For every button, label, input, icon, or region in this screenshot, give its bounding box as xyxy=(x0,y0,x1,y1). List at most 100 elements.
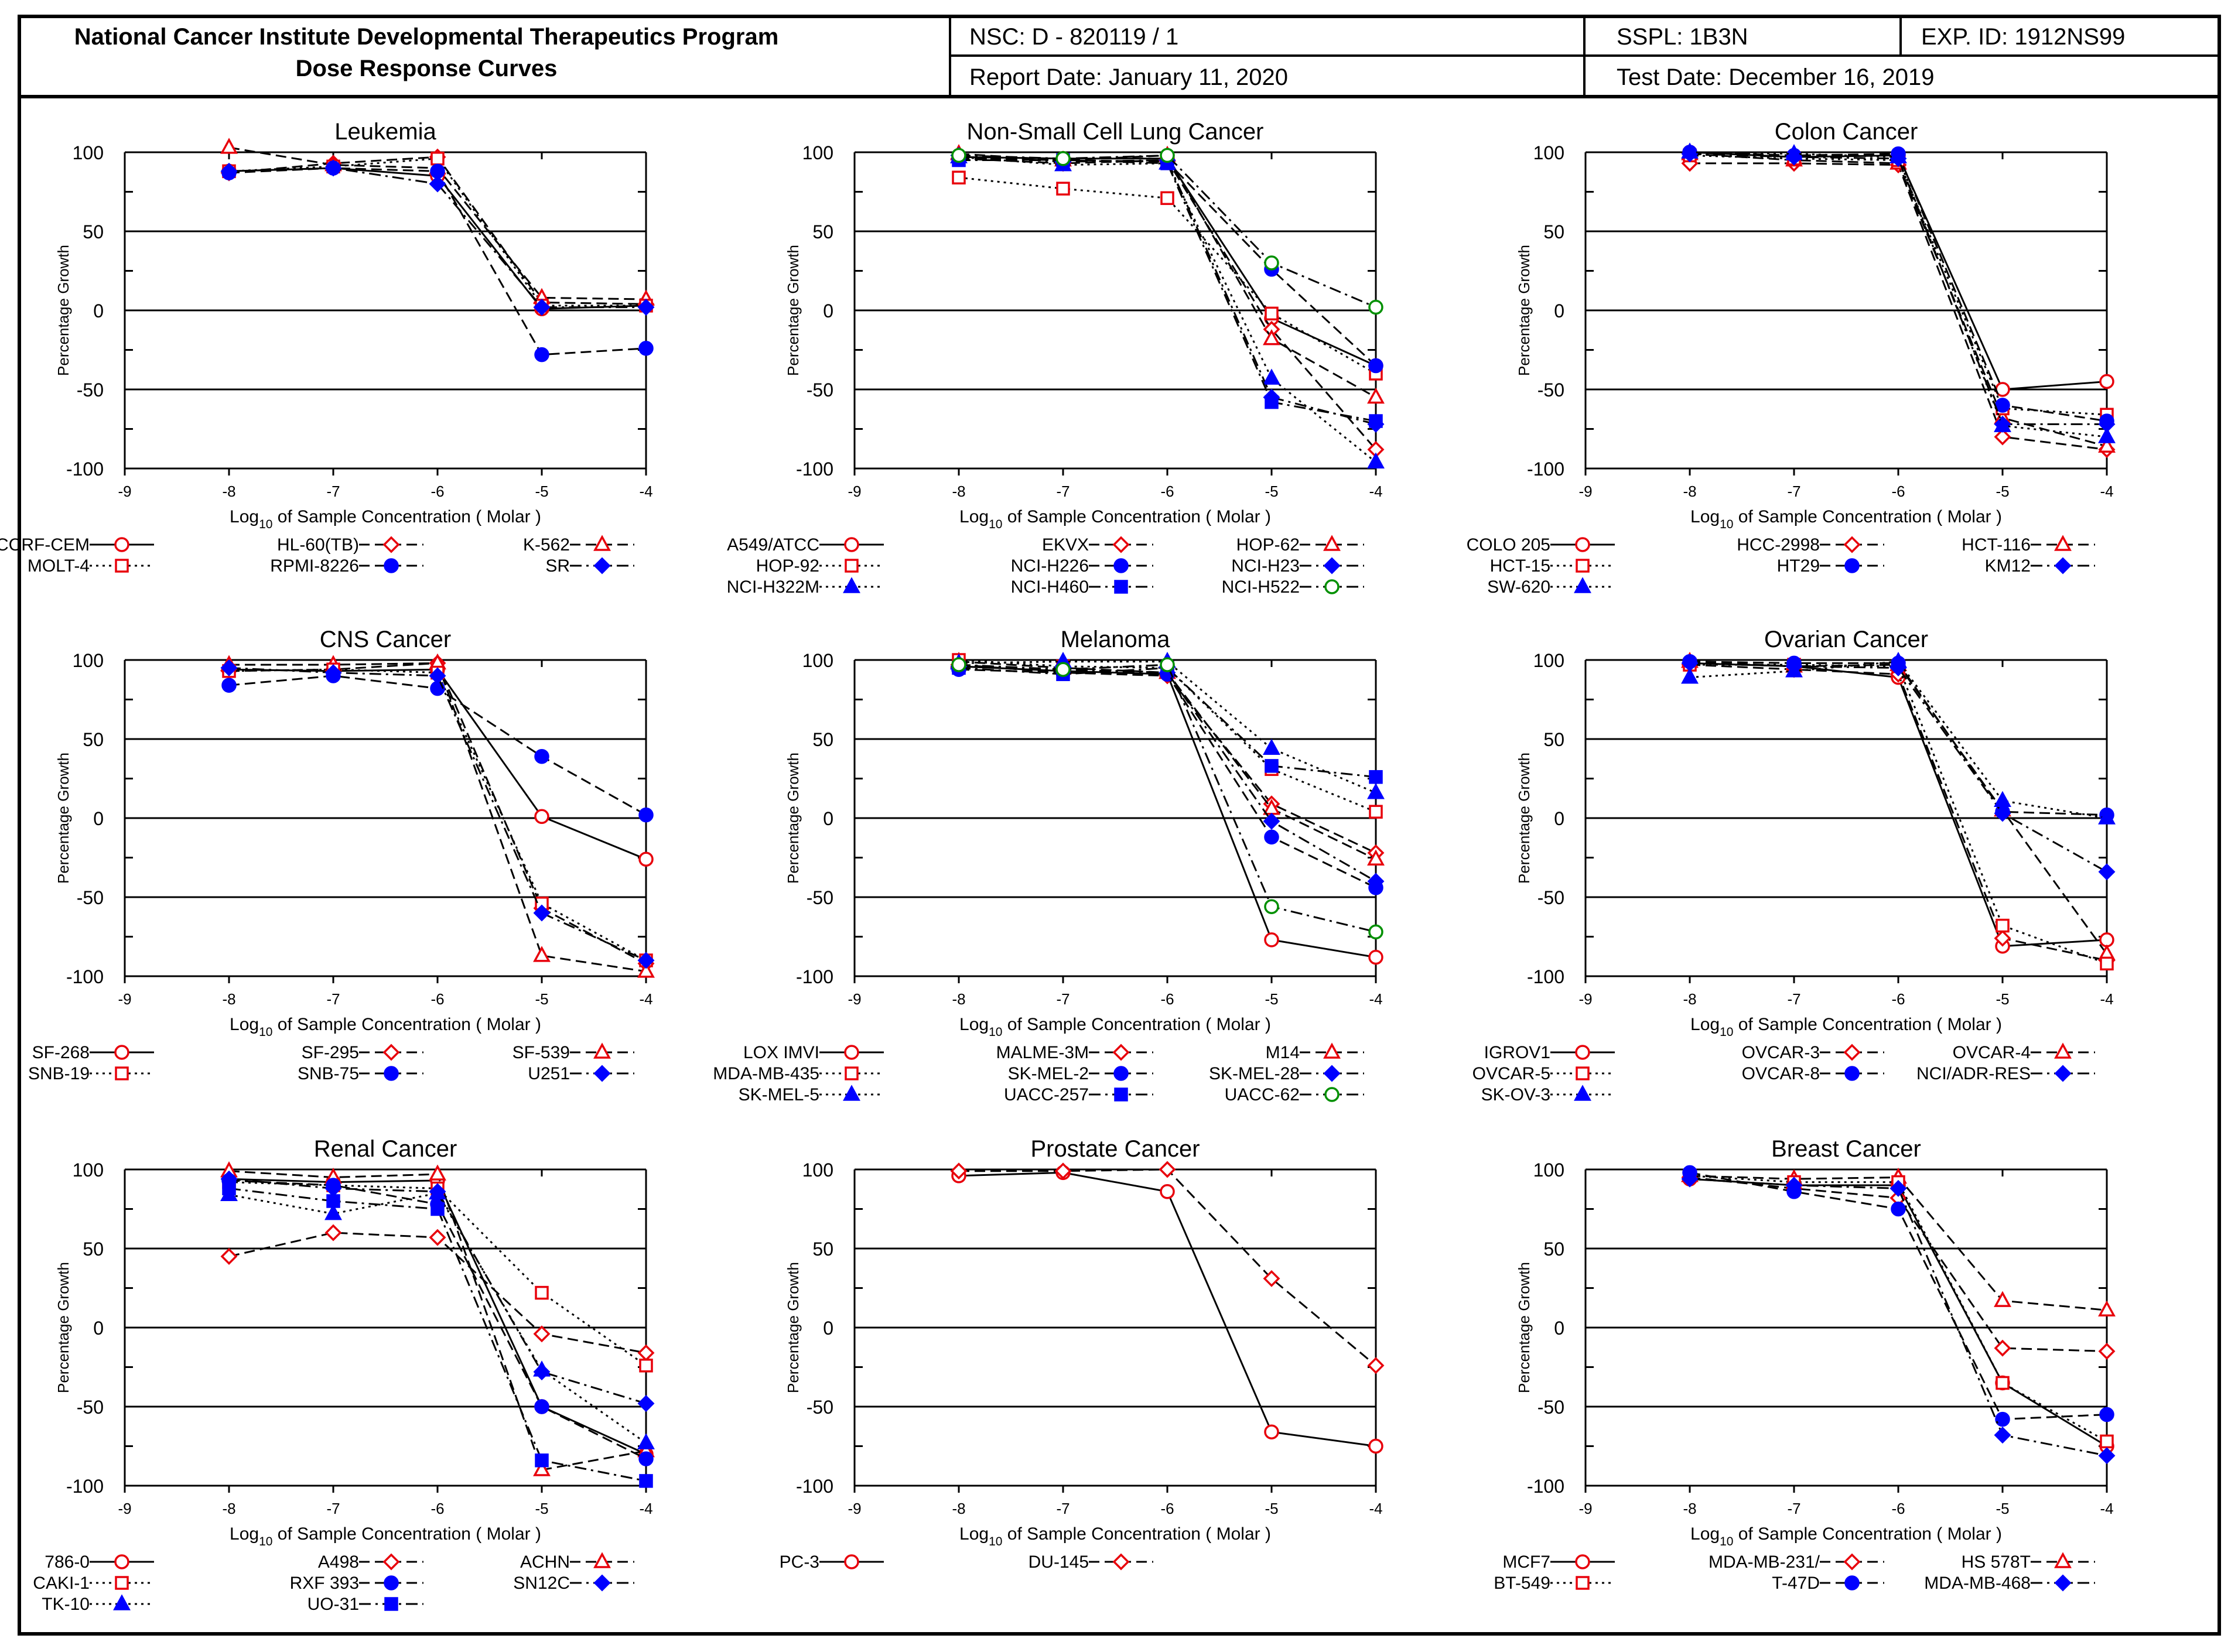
x-tick-label: -8 xyxy=(952,1500,965,1517)
legend-entry: DU-145 xyxy=(1029,1552,1153,1572)
data-point xyxy=(534,748,549,764)
data-point xyxy=(1265,306,1279,321)
series-sw-620 xyxy=(1681,142,2116,443)
series-line xyxy=(1690,162,2107,451)
data-point xyxy=(324,664,342,682)
legend-entry: HT29 xyxy=(1777,556,1884,576)
panel-title: Breast Cancer xyxy=(1771,1136,1921,1162)
legend-marker xyxy=(1575,537,1590,552)
x-tick-label: -9 xyxy=(118,1500,131,1517)
x-tick-label: -6 xyxy=(1891,483,1905,500)
data-point xyxy=(1367,1357,1385,1374)
legend-label: KM12 xyxy=(1985,556,2031,576)
legend-label: IGROV1 xyxy=(1484,1043,1550,1062)
legend-marker xyxy=(1114,1087,1128,1102)
data-point xyxy=(639,1474,653,1488)
legend-entry: SK-MEL-2 xyxy=(1008,1064,1153,1083)
panel-breast-cancer: Breast Cancer 100 50 0 -50 -100 -9 -8 -7 -6 -5 -4 Lo… xyxy=(1494,1136,2116,1593)
y-tick-label: 0 xyxy=(1554,300,1564,321)
legend-label: CAKI-1 xyxy=(33,1574,90,1593)
data-point xyxy=(222,1181,236,1196)
legend-label: OVCAR-5 xyxy=(1472,1064,1550,1083)
legend-marker xyxy=(1844,1066,1860,1081)
legend-entry: TK-10 xyxy=(42,1594,154,1614)
data-point xyxy=(2098,808,2116,825)
data-point xyxy=(533,1460,551,1476)
data-point xyxy=(1263,368,1280,385)
legend-marker xyxy=(1843,1044,1861,1061)
x-tick-label: -4 xyxy=(2100,483,2113,500)
legend-label: T-47D xyxy=(1772,1574,1820,1593)
data-point xyxy=(951,657,966,672)
series-line xyxy=(958,156,1376,367)
legend-marker xyxy=(2054,557,2072,574)
legend-entry: UO-31 xyxy=(307,1595,423,1614)
legend-entry: SW-620 xyxy=(1487,577,1615,597)
y-tick-label: 50 xyxy=(812,1239,833,1260)
data-point xyxy=(1890,1179,1907,1197)
legend-entry: OVCAR-8 xyxy=(1742,1064,1884,1083)
data-point xyxy=(951,148,966,163)
x-tick-label: -8 xyxy=(1683,1500,1696,1517)
series-uacc-62 xyxy=(951,657,1383,940)
y-tick-label: 0 xyxy=(823,808,833,829)
legend-entry: MALME-3M xyxy=(996,1043,1153,1062)
data-point xyxy=(638,341,654,356)
series-nci-h522 xyxy=(951,148,1383,315)
y-axis-label: Percentage Growth xyxy=(54,1262,72,1393)
data-point xyxy=(534,1399,549,1414)
y-axis-label: Percentage Growth xyxy=(784,245,802,376)
y-tick-label: -100 xyxy=(66,966,104,987)
legend-marker xyxy=(114,1045,129,1060)
legend-label: HCT-15 xyxy=(1490,556,1550,576)
legend-label: HOP-62 xyxy=(1236,535,1300,555)
y-tick-label: 100 xyxy=(1533,142,1564,163)
legend-label: HT29 xyxy=(1777,556,1820,576)
series-line xyxy=(1689,153,2107,447)
x-tick-label: -7 xyxy=(1056,483,1070,500)
x-tick-label: -9 xyxy=(1578,990,1592,1008)
x-axis-label: Log10 of Sample Concentration ( Molar ) xyxy=(230,1524,541,1548)
y-axis-label: Percentage Growth xyxy=(1515,245,1533,376)
legend-entry: MDA-MB-231/ xyxy=(1709,1552,1884,1572)
data-point xyxy=(1994,428,2011,446)
x-axis-label: Log10 of Sample Concentration ( Molar ) xyxy=(1690,507,2002,531)
series-line xyxy=(958,665,1376,959)
panel-non-small-cell-lung-cancer: Non-Small Cell Lung Cancer100500-50-100-… xyxy=(727,119,1385,597)
data-point xyxy=(637,952,655,969)
legend-label: SW-620 xyxy=(1487,577,1550,597)
x-tick-label: -7 xyxy=(1056,990,1070,1008)
legend-marker xyxy=(1575,1554,1590,1569)
panel-title: Melanoma xyxy=(1061,627,1171,652)
legend-label: M14 xyxy=(1266,1043,1300,1062)
series-m14 xyxy=(950,652,1385,866)
data-point xyxy=(1367,452,1385,468)
series-line xyxy=(228,1232,647,1354)
data-point xyxy=(638,851,654,867)
legend-label: UACC-62 xyxy=(1225,1085,1300,1104)
data-point xyxy=(639,1359,653,1373)
legend-label: EKVX xyxy=(1042,535,1089,555)
x-tick-label: -8 xyxy=(952,483,965,500)
legend-marker xyxy=(2054,1042,2072,1059)
data-point xyxy=(1368,299,1383,315)
data-point xyxy=(1994,416,2011,432)
data-point xyxy=(1263,329,1280,346)
data-point xyxy=(2098,1300,2116,1317)
y-axis-label: Percentage Growth xyxy=(1515,753,1533,884)
legend-label: MOLT-4 xyxy=(28,556,90,576)
legend-marker xyxy=(1844,1575,1860,1591)
legend-label: SNB-19 xyxy=(28,1064,90,1083)
legend-entry: BT-549 xyxy=(1494,1574,1615,1593)
legend-marker xyxy=(1114,580,1128,594)
data-point xyxy=(1159,1161,1176,1178)
series-snb-75 xyxy=(221,668,654,823)
legend-entry: UACC-257 xyxy=(1004,1085,1153,1104)
legend-label: HS 578T xyxy=(1962,1552,2031,1572)
sspl-label: SSPL: 1B3N xyxy=(1617,24,1748,50)
x-tick-label: -5 xyxy=(1996,483,2009,500)
panel-melanoma: Melanoma 100 50 0 -50 -100 -9 -8 -7 -6 -5 -4 Log10 o… xyxy=(713,627,1385,1104)
data-point xyxy=(2099,374,2114,389)
x-tick-label: -8 xyxy=(1683,483,1696,500)
data-point xyxy=(1264,829,1279,845)
